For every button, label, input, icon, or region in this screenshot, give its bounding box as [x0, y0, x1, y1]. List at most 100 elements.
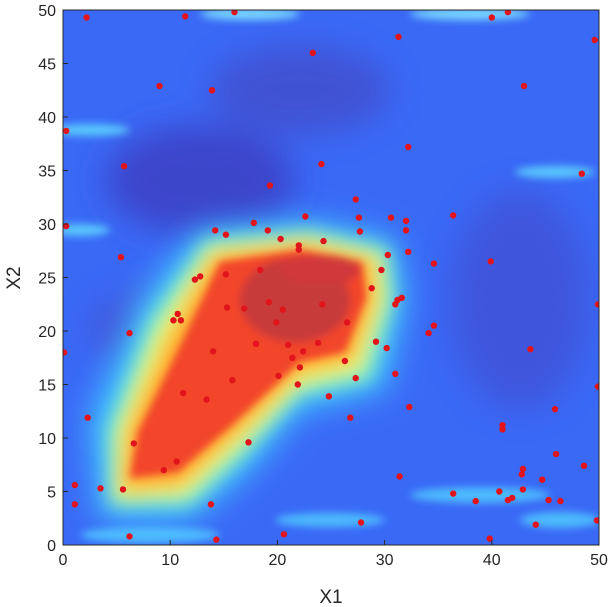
data-point: [63, 127, 70, 135]
data-point: [209, 348, 217, 355]
data-point: [487, 258, 494, 265]
data-point: [383, 344, 390, 352]
data-point: [207, 501, 215, 508]
data-point: [594, 301, 599, 308]
data-point: [504, 10, 512, 16]
data-point: [499, 426, 506, 433]
data-point: [130, 440, 137, 447]
y-tick-label: 20: [38, 324, 56, 341]
data-point: [357, 519, 365, 526]
data-point: [593, 517, 599, 524]
data-point: [387, 214, 395, 221]
data-point: [402, 217, 410, 224]
data-point: [325, 393, 333, 400]
scatter-points: [63, 10, 599, 543]
y-tick-label: 30: [38, 217, 56, 234]
data-point: [518, 471, 525, 478]
data-point: [264, 227, 271, 234]
data-point: [182, 13, 189, 20]
data-point: [174, 310, 181, 318]
data-point: [488, 14, 495, 21]
data-point: [318, 160, 325, 168]
data-point: [266, 182, 274, 189]
data-point: [156, 82, 163, 90]
data-point: [372, 338, 380, 345]
data-point: [203, 396, 210, 403]
data-point: [545, 496, 552, 504]
data-point: [519, 486, 527, 493]
y-tick-label: 50: [38, 3, 56, 20]
data-point: [126, 533, 133, 540]
data-point: [368, 285, 375, 292]
data-point: [126, 329, 133, 337]
data-point: [450, 212, 457, 219]
data-point: [352, 196, 359, 203]
data-point: [552, 450, 560, 458]
data-point: [265, 298, 272, 306]
data-point: [539, 476, 546, 483]
data-point: [273, 319, 280, 326]
data-point: [119, 486, 127, 493]
data-point: [223, 304, 231, 311]
data-point: [551, 405, 559, 413]
data-point: [208, 87, 216, 94]
data-point: [257, 266, 264, 274]
data-point: [314, 339, 322, 346]
data-point: [241, 305, 248, 312]
data-point: [212, 227, 219, 234]
data-point: [179, 389, 187, 397]
data-point: [284, 341, 292, 349]
data-point: [578, 170, 585, 177]
data-point: [519, 465, 527, 473]
data-point: [229, 377, 236, 384]
x-tick-label: 0: [59, 552, 68, 569]
x-tick-label: 30: [376, 552, 394, 569]
y-tick-label: 10: [38, 431, 56, 448]
x-tick-label: 50: [590, 552, 608, 569]
data-point: [97, 485, 104, 492]
data-point: [320, 237, 327, 245]
data-point: [160, 466, 167, 474]
data-point: [405, 248, 412, 255]
data-point: [406, 403, 413, 411]
data-point: [402, 227, 410, 234]
y-axis-ticks: 0 5 10 15 20 25 30 35 40 45 50: [38, 3, 68, 555]
data-point: [245, 439, 252, 446]
data-point: [319, 301, 326, 308]
data-point: [289, 354, 296, 361]
y-tick-label: 40: [38, 110, 56, 127]
data-point: [84, 414, 91, 421]
y-tick-label: 5: [47, 485, 56, 502]
data-point: [343, 319, 351, 326]
y-tick-label: 0: [47, 538, 56, 555]
data-point: [296, 364, 304, 371]
data-point: [392, 370, 399, 377]
data-point: [63, 349, 68, 356]
data-point: [347, 414, 354, 421]
heat-streaks: [63, 10, 599, 543]
data-point: [509, 494, 516, 502]
data-point: [83, 14, 90, 21]
data-point: [395, 33, 402, 40]
data-point: [197, 273, 204, 280]
data-point: [496, 488, 503, 495]
x-tick-label: 10: [161, 552, 179, 569]
data-point: [277, 235, 284, 243]
plot-area: [63, 10, 599, 545]
data-point: [299, 348, 307, 355]
data-point: [425, 329, 432, 337]
data-point: [430, 322, 438, 329]
data-point: [341, 357, 349, 365]
data-point: [170, 317, 177, 324]
low-density-shading: [90, 45, 590, 410]
x-axis-label: X1: [319, 587, 342, 607]
data-point: [191, 276, 199, 283]
data-point: [173, 458, 180, 465]
data-point: [405, 143, 412, 151]
data-point: [398, 294, 405, 301]
data-point: [580, 462, 588, 469]
data-point: [295, 242, 302, 249]
data-point: [309, 49, 316, 56]
data-point: [591, 36, 598, 44]
